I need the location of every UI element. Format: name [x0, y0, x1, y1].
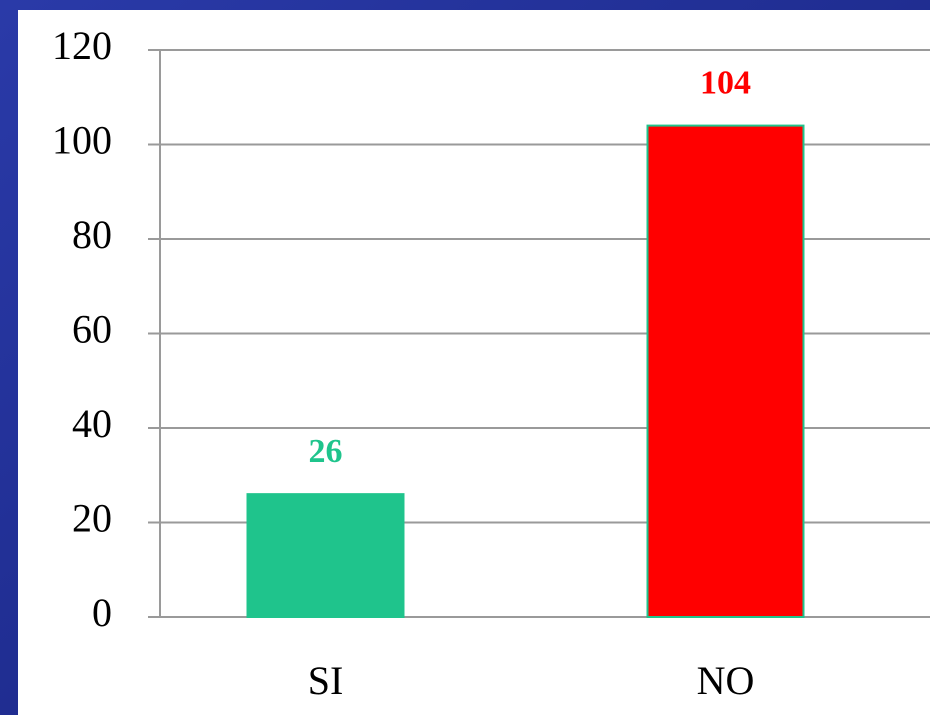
data-label: 104 — [700, 64, 751, 101]
bar — [646, 124, 805, 618]
y-tick-label: 0 — [92, 590, 112, 635]
y-tick-label: 60 — [72, 307, 112, 352]
bar — [246, 493, 405, 618]
data-label: 26 — [309, 433, 343, 470]
y-tick-label: 120 — [52, 23, 112, 68]
y-tick-label: 80 — [72, 212, 112, 257]
y-tick-label: 40 — [72, 401, 112, 446]
x-tick-label: NO — [697, 658, 755, 703]
y-tick-label: 20 — [72, 496, 112, 541]
y-tick-label: 100 — [52, 118, 112, 163]
x-tick-label: SI — [308, 658, 344, 703]
